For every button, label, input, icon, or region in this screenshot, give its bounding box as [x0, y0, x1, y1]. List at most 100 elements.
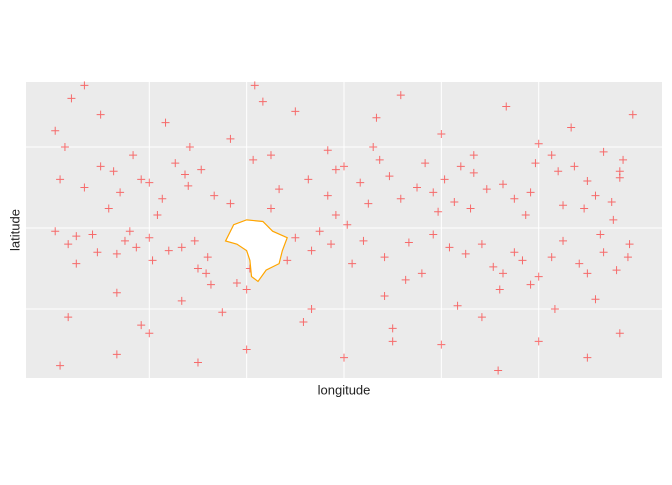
- point: [60, 142, 69, 151]
- point: [404, 238, 413, 247]
- point: [495, 285, 504, 294]
- point: [477, 240, 486, 249]
- point: [437, 340, 446, 349]
- point: [380, 253, 389, 262]
- point: [193, 358, 202, 367]
- point: [80, 183, 89, 192]
- point: [429, 230, 438, 239]
- point: [518, 256, 527, 265]
- point: [596, 230, 605, 239]
- point: [171, 159, 180, 168]
- point: [104, 204, 113, 213]
- point: [181, 170, 189, 179]
- point: [193, 264, 202, 273]
- point: [619, 155, 628, 164]
- point: [401, 275, 410, 284]
- point: [331, 165, 340, 174]
- point: [628, 110, 637, 119]
- point: [197, 165, 206, 174]
- point: [623, 253, 632, 262]
- point: [343, 220, 352, 229]
- point: [526, 188, 535, 197]
- point: [615, 167, 624, 176]
- point: [112, 350, 121, 359]
- point: [554, 167, 563, 176]
- point: [531, 159, 540, 168]
- point: [51, 227, 60, 236]
- point: [534, 272, 543, 281]
- point: [396, 194, 405, 203]
- point: [258, 97, 267, 106]
- point: [550, 304, 559, 313]
- point: [72, 259, 81, 268]
- point: [249, 155, 258, 164]
- point: [469, 151, 478, 160]
- point: [96, 110, 105, 119]
- point: [453, 301, 462, 310]
- point: [250, 81, 259, 90]
- point: [315, 227, 324, 236]
- point: [226, 134, 235, 143]
- point: [534, 139, 543, 148]
- point: [437, 130, 446, 139]
- point: [385, 172, 394, 181]
- y-axis-label: latitude: [7, 209, 22, 251]
- point: [510, 194, 519, 203]
- point: [450, 198, 459, 207]
- point: [291, 107, 300, 116]
- point: [307, 304, 316, 313]
- point: [129, 151, 138, 160]
- point: [145, 178, 154, 187]
- point: [417, 269, 426, 278]
- point: [469, 168, 478, 177]
- point: [327, 240, 336, 249]
- point: [67, 94, 76, 103]
- point: [612, 266, 621, 275]
- point: [266, 204, 275, 213]
- point: [88, 230, 97, 239]
- point: [80, 81, 89, 90]
- point: [502, 102, 511, 111]
- point: [331, 211, 340, 220]
- outline: [224, 219, 288, 283]
- point: [185, 142, 194, 151]
- point: [93, 248, 102, 257]
- point: [559, 236, 568, 245]
- point: [232, 279, 241, 288]
- point: [348, 259, 357, 268]
- point: [559, 201, 568, 210]
- point: [323, 146, 332, 155]
- point: [356, 178, 365, 187]
- point: [64, 240, 73, 249]
- point: [116, 188, 125, 197]
- point: [599, 248, 608, 257]
- point: [206, 280, 215, 289]
- point: [388, 324, 397, 333]
- point: [575, 259, 584, 268]
- point: [599, 147, 608, 156]
- point: [112, 288, 121, 297]
- point: [304, 175, 313, 184]
- point: [456, 162, 465, 171]
- point: [307, 246, 316, 255]
- point: [583, 269, 592, 278]
- point: [440, 175, 449, 184]
- point: [372, 113, 381, 122]
- point: [132, 243, 141, 252]
- point: [190, 236, 199, 245]
- point: [547, 151, 556, 160]
- point: [226, 199, 235, 208]
- point: [120, 236, 129, 245]
- point: [499, 180, 507, 189]
- point: [145, 233, 154, 242]
- point: [125, 227, 134, 236]
- point: [625, 240, 634, 249]
- point: [526, 280, 535, 289]
- point: [547, 253, 556, 262]
- point: [388, 337, 397, 346]
- point: [482, 185, 491, 194]
- point: [445, 243, 454, 252]
- point: [72, 232, 81, 241]
- point: [591, 295, 600, 304]
